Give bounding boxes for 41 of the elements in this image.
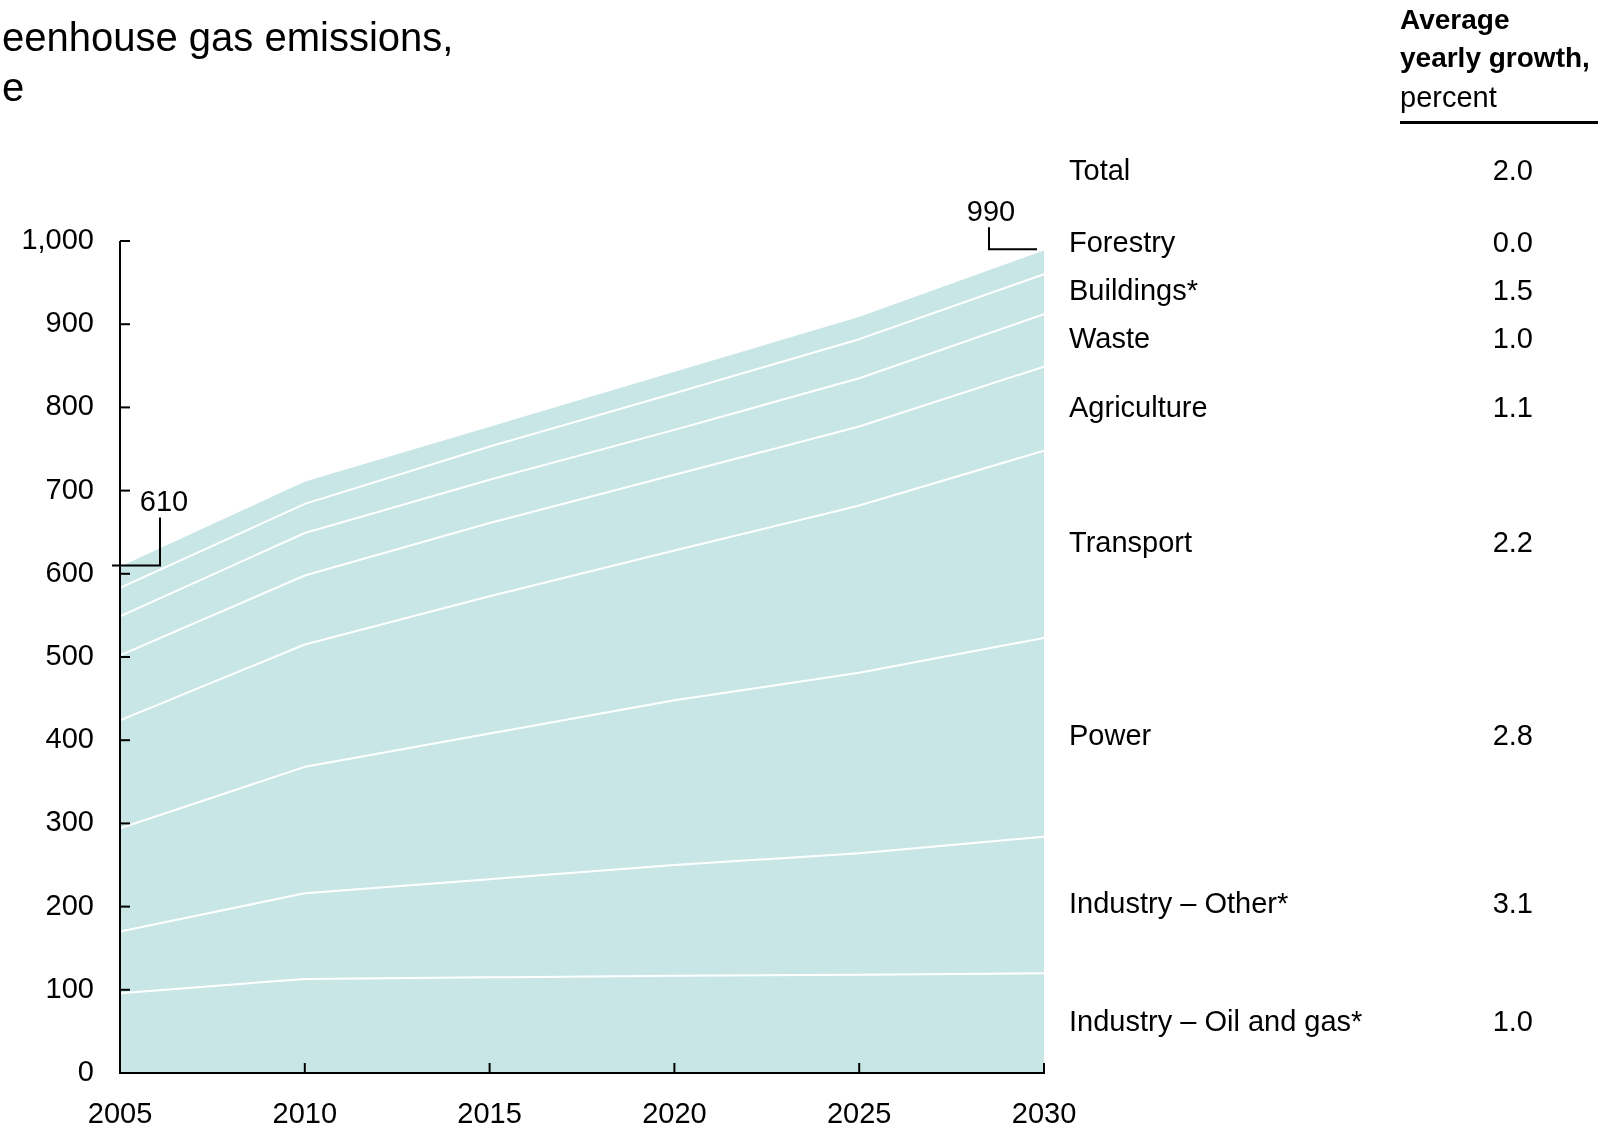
y-tick-label: 300 bbox=[45, 805, 94, 838]
series-label: Agriculture bbox=[1069, 390, 1208, 423]
x-tick-label: 2025 bbox=[826, 1097, 892, 1130]
x-tick-label: 2010 bbox=[272, 1097, 338, 1130]
y-tick-label: 0 bbox=[77, 1055, 94, 1087]
x-tick-label: 2005 bbox=[87, 1097, 153, 1130]
text: 2.2 bbox=[1492, 526, 1533, 559]
series-label: Transport bbox=[1069, 526, 1193, 559]
text: percent bbox=[1400, 80, 1497, 115]
series-label: Power bbox=[1069, 719, 1152, 752]
series-label: Forestry bbox=[1069, 226, 1176, 259]
x-tick-label: 2015 bbox=[457, 1097, 522, 1130]
text: 2.0 bbox=[1492, 154, 1533, 187]
text: 2.8 bbox=[1492, 719, 1533, 752]
x-tick-label: 2030 bbox=[1011, 1097, 1077, 1130]
chart-title: eenhouse gas emissions, bbox=[2, 14, 454, 61]
text: 1.0 bbox=[1492, 322, 1533, 355]
chart-subtitle: e bbox=[2, 64, 25, 111]
text: 3.1 bbox=[1492, 886, 1533, 919]
y-tick-label: 200 bbox=[45, 888, 94, 921]
annotation: 990 bbox=[966, 195, 1016, 228]
series-label: Waste bbox=[1069, 322, 1151, 355]
y-tick-label: 400 bbox=[45, 722, 94, 755]
text: 1.0 bbox=[1492, 1005, 1533, 1038]
y-tick-label: 1,000 bbox=[21, 223, 94, 255]
annotation: 610 bbox=[139, 485, 189, 518]
series-label: Buildings* bbox=[1069, 274, 1198, 307]
series-label: Industry – Oil and gas* bbox=[1069, 1005, 1363, 1038]
y-tick-label: 700 bbox=[45, 472, 94, 505]
y-tick-label: 600 bbox=[45, 555, 94, 588]
y-tick-label: 500 bbox=[45, 639, 94, 671]
text: 1.1 bbox=[1492, 390, 1533, 423]
y-tick-label: 800 bbox=[45, 389, 94, 422]
y-tick-label: 900 bbox=[45, 306, 94, 339]
series-label: Industry – Other* bbox=[1069, 886, 1289, 919]
text: 0.0 bbox=[1492, 226, 1533, 259]
text: Total bbox=[1069, 154, 1131, 187]
x-tick-label: 2020 bbox=[642, 1097, 707, 1130]
text: 1.5 bbox=[1492, 274, 1533, 307]
text: Average yearly growth, bbox=[1400, 3, 1591, 75]
y-tick-label: 100 bbox=[45, 971, 94, 1004]
